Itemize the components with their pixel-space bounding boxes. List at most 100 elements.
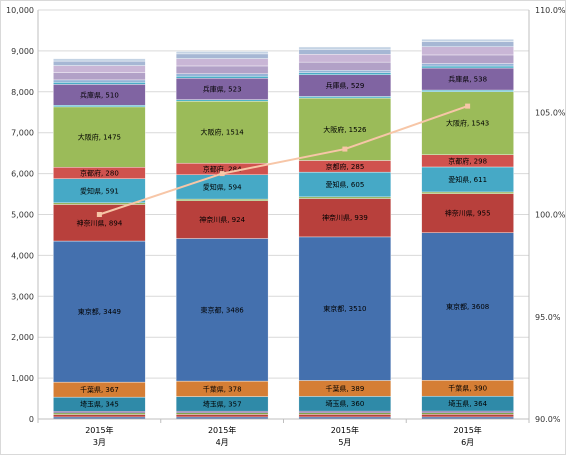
data-label: 兵庫県, 529 <box>325 81 364 90</box>
line-point <box>465 103 471 109</box>
bar-segment <box>53 58 146 62</box>
bar-segment <box>298 414 392 418</box>
data-label: 大阪府, 1526 <box>323 125 367 134</box>
bar-segment <box>53 65 146 73</box>
data-label: 兵庫県, 523 <box>203 84 242 93</box>
data-label: 愛知県, 591 <box>80 186 119 195</box>
bar-segment <box>421 412 514 415</box>
y-right-tick-label: 105.0% <box>535 108 566 117</box>
data-label: 東京都, 3449 <box>78 307 121 316</box>
bar-segment <box>53 60 146 66</box>
y-left-tick-label: 2,000 <box>11 333 34 342</box>
bar-segment <box>421 193 514 233</box>
x-tick-label-month: 3月 <box>93 438 106 447</box>
data-label: 東京都, 3510 <box>323 304 366 313</box>
bar-segment <box>175 238 269 382</box>
bar-segment <box>421 65 514 69</box>
y-left-tick-label: 1,000 <box>11 374 34 383</box>
bar-segment <box>421 191 514 194</box>
y-left-tick-label: 10,000 <box>6 6 34 15</box>
bar-segment <box>298 196 392 199</box>
bar-segment <box>421 41 514 47</box>
y-left-tick-label: 8,000 <box>11 88 34 97</box>
x-tick-label-year: 2015年 <box>453 425 481 435</box>
bar-segment <box>298 198 392 238</box>
bar-segment <box>298 72 392 75</box>
bar-segment <box>298 49 392 55</box>
bar-segment <box>421 63 514 67</box>
data-label: 神奈川県, 894 <box>76 218 122 227</box>
data-label: 東京都, 3486 <box>200 305 244 314</box>
bar-segment <box>175 73 269 77</box>
axes: 0 1,000 2,000 3,000 4,000 5,000 6,000 7,000 8,00… <box>6 6 566 447</box>
bar-segment <box>298 61 392 71</box>
bar-segment <box>53 82 146 85</box>
data-label: 埼玉県, 364 <box>448 399 487 408</box>
bar-segment <box>175 99 269 102</box>
bar-segment <box>421 39 514 42</box>
bar-segment <box>175 412 269 415</box>
line-series <box>99 105 468 216</box>
data-label: 大阪府, 1514 <box>200 128 244 137</box>
bar-segment <box>175 53 269 59</box>
bar-segment <box>53 240 146 383</box>
data-label: 京都府, 280 <box>80 168 119 177</box>
bar-segment <box>175 174 269 200</box>
data-label: 千葉県, 367 <box>80 385 119 394</box>
data-label: 千葉県, 389 <box>325 384 364 393</box>
x-tick-label-year: 2015年 <box>208 425 236 435</box>
data-label: 千葉県, 378 <box>203 384 242 393</box>
bar-segment <box>53 79 146 83</box>
bar-segment <box>53 204 146 242</box>
data-label: 大阪府, 1543 <box>446 119 489 128</box>
data-label: 千葉県, 390 <box>448 384 487 393</box>
line-point <box>219 171 225 177</box>
bar-stacks <box>53 39 514 420</box>
bar-segment <box>53 412 146 415</box>
data-label: 大阪府, 1475 <box>78 133 121 142</box>
bar-segment <box>175 410 269 413</box>
x-tick-label-month: 6月 <box>461 438 474 447</box>
data-label: 京都府, 298 <box>448 156 487 165</box>
x-tick-label-year: 2015年 <box>85 425 113 435</box>
bar-segment <box>298 70 392 73</box>
x-tick-label-year: 2015年 <box>331 425 359 435</box>
bar-segment <box>53 72 146 81</box>
y-right-tick-label: 95.0% <box>535 313 561 322</box>
bar-segment <box>421 54 514 64</box>
bar-segment <box>298 96 392 99</box>
data-label: 神奈川県, 955 <box>445 209 491 218</box>
y-left-tick-label: 6,000 <box>11 170 34 179</box>
bar-segment <box>53 105 146 108</box>
y-left-tick-label: 3,000 <box>11 292 34 301</box>
bar-segment <box>175 58 269 67</box>
y-left-tick-label: 0 <box>29 415 34 424</box>
line-point <box>96 212 102 217</box>
data-label: 神奈川県, 924 <box>199 215 245 224</box>
bar-segment <box>175 200 269 239</box>
bar-segment <box>421 166 514 193</box>
bar-segment <box>175 75 269 79</box>
bar-segment <box>421 410 514 413</box>
y-left-tick-label: 7,000 <box>11 129 34 138</box>
y-left-tick-label: 5,000 <box>11 211 34 220</box>
bar-segment <box>175 51 269 55</box>
data-label: 埼玉県, 345 <box>80 400 119 409</box>
data-labels: 埼玉県, 345 千葉県, 367 東京都, 3449 神奈川県, 894 愛知県, 5… <box>76 75 490 409</box>
bar-segment <box>421 46 514 56</box>
data-label: 東京都, 3608 <box>446 302 489 311</box>
bar-segment <box>175 65 269 74</box>
data-label: 愛知県, 605 <box>325 180 364 189</box>
data-label: 埼玉県, 357 <box>203 399 242 408</box>
bar-segment <box>421 414 514 418</box>
bar-segment <box>53 178 146 204</box>
x-tick-label-month: 5月 <box>338 438 351 447</box>
bar-segment <box>421 232 514 381</box>
data-label: 埼玉県, 360 <box>325 399 364 408</box>
bar-segment <box>175 198 269 201</box>
bar-segment <box>421 89 514 92</box>
bar-segment <box>298 171 392 198</box>
data-label: 京都府, 284 <box>203 164 242 173</box>
bar-segment <box>53 411 146 414</box>
